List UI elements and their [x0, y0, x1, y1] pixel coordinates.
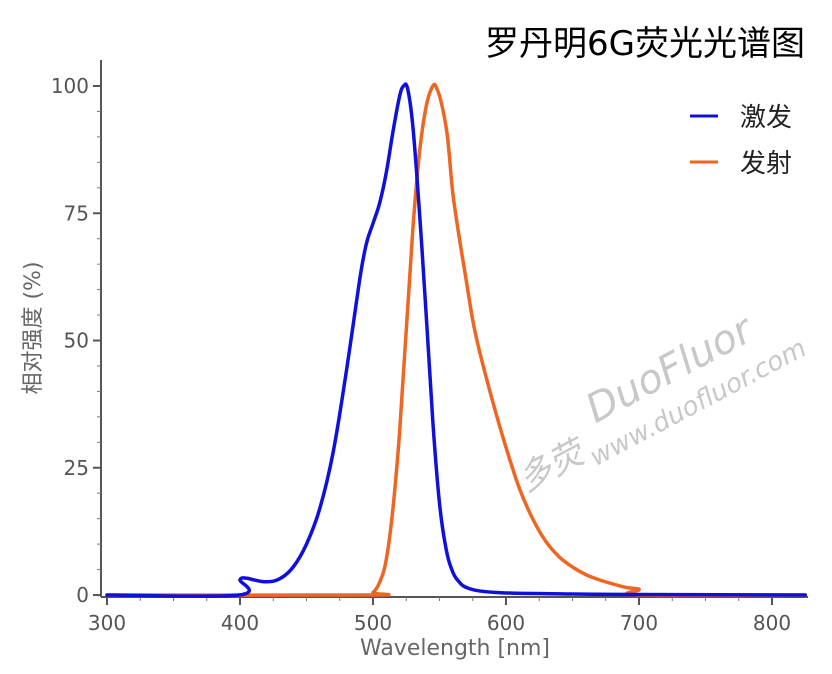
series-line-emission [105, 82, 807, 598]
y-axis-label: 相对强度 (%) [21, 261, 46, 394]
x-axis-label: Wavelength [nm] [360, 636, 550, 661]
y-tick-label: 0 [76, 583, 89, 607]
x-tick-label: 700 [620, 611, 658, 635]
x-tick-label: 400 [221, 611, 259, 635]
y-tick-label: 100 [51, 74, 89, 98]
y-tick-label: 25 [64, 456, 89, 480]
x-tick-label: 800 [753, 611, 791, 635]
x-tick-label: 300 [88, 611, 126, 635]
legend-entry: 发射 [740, 149, 792, 179]
series-layer [105, 82, 807, 598]
y-tick-label: 75 [64, 201, 89, 225]
watermark: DuoFluor www.duofluor.com 多荧 [511, 306, 811, 501]
x-tick-label: 600 [487, 611, 525, 635]
chart-title: 罗丹明6G荧光光谱图 [485, 24, 805, 64]
y-ticks: 0 25 50 75 100 [51, 74, 101, 607]
series-line-excitation [105, 82, 807, 598]
watermark-seal: 多荧 [511, 431, 594, 501]
y-tick-label: 50 [64, 329, 89, 353]
legend-entry: 激发 [740, 103, 792, 133]
x-ticks: 300 400 500 600 700 800 [88, 597, 791, 635]
x-tick-label: 500 [354, 611, 392, 635]
